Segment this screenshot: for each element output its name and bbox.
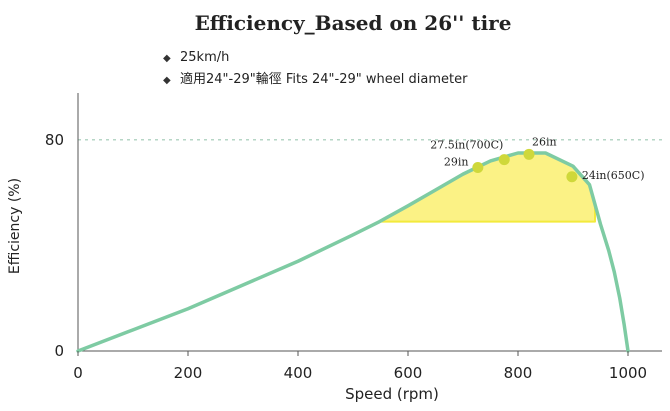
marker-label-26in: 26in	[532, 135, 557, 148]
x-tick-label-1000: 1000	[609, 364, 647, 382]
marker-label-24in(650C): 24in(650C)	[582, 169, 645, 182]
y-tick-label-80: 80	[45, 131, 64, 149]
x-tick-label-600: 600	[394, 364, 423, 382]
x-tick-label-200: 200	[174, 364, 203, 382]
x-axis-label: Speed (rpm)	[345, 385, 439, 403]
series-line	[76, 151, 630, 353]
note-2: 適用24"-29"輪徑 Fits 24"-29" wheel diameter	[180, 71, 468, 87]
y-axis-label: Efficiency (%)	[7, 178, 23, 274]
marker-24in(650C)	[566, 171, 578, 183]
note-1: 25km/h	[180, 50, 229, 65]
marker-label-29in: 29in	[444, 156, 469, 169]
marker-26in	[523, 148, 535, 160]
y-tick-label-0: 0	[54, 342, 64, 360]
note-bullet-2: ◆	[163, 75, 171, 86]
chart-title: Efficiency_Based on 26'' tire	[195, 11, 512, 35]
marker-label-27.5in(700C): 27.5in(700C)	[430, 139, 503, 152]
note-bullet-1: ◆	[163, 53, 171, 64]
notes: ◆ 25km/h ◆ 適用24"-29"輪徑 Fits 24"-29" whee…	[163, 50, 468, 87]
x-tick-label-800: 800	[504, 364, 533, 382]
marker-27.5in(700C)	[498, 154, 510, 166]
plot-area: 0 200 400 600 800 1000 0 80 29in 27.5in(700C) 26in…	[45, 93, 662, 382]
x-tick-label-0: 0	[73, 364, 83, 382]
marker-29in	[472, 162, 484, 174]
x-tick-label-400: 400	[284, 364, 313, 382]
